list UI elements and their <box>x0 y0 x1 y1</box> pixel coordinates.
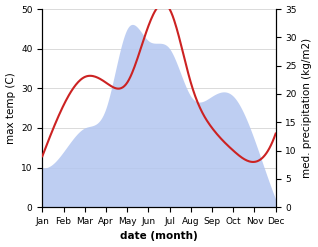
Y-axis label: med. precipitation (kg/m2): med. precipitation (kg/m2) <box>302 38 313 178</box>
X-axis label: date (month): date (month) <box>120 231 198 242</box>
Y-axis label: max temp (C): max temp (C) <box>5 72 16 144</box>
